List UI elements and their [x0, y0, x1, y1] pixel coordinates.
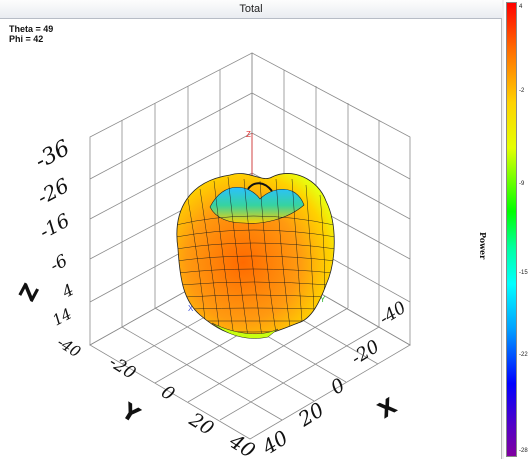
colorbar-tick: -22: [519, 352, 528, 358]
z-axis-title: Z: [15, 280, 45, 306]
plot-panel[interactable]: Total Theta = 49 Phi = 42: [0, 0, 502, 459]
colorbar-tick: -9: [519, 181, 525, 187]
y-axis-title: Y: [116, 398, 145, 429]
radiation-pattern-surface[interactable]: [176, 173, 336, 339]
colorbar-panel: 4 -2 -9 -15 -22 -28: [504, 0, 532, 459]
origin-x-label: X: [188, 304, 194, 313]
z-tick: 4: [58, 280, 77, 302]
origin-y-label: Y: [320, 295, 326, 304]
x-tick: 40: [257, 425, 292, 459]
z-tick: -26: [33, 173, 73, 209]
y-tick: 20: [185, 408, 218, 440]
plot-title: Total: [239, 3, 263, 15]
z-axis-ticks: -36 -26 -16 -6 4 14 Z: [15, 136, 77, 330]
colorbar-tick: -2: [519, 88, 525, 94]
y-tick: 0: [157, 381, 178, 405]
x-tick: -40: [376, 298, 410, 330]
z-tick: 14: [49, 305, 74, 330]
z-tick: -6: [47, 251, 71, 277]
colorbar-tick: -28: [519, 448, 528, 454]
theta-readout: Theta = 49: [9, 24, 54, 34]
origin-z-label: Z: [246, 130, 251, 139]
colorbar-title: Power: [478, 232, 488, 260]
y-tick: 40: [225, 428, 260, 459]
3d-radiation-plot[interactable]: Z X Y: [0, 19, 502, 459]
plot-title-bar: Total: [0, 0, 502, 19]
phi-readout: Phi = 42: [9, 34, 44, 44]
colorbar-tick: 4: [519, 4, 523, 10]
x-tick: 20: [293, 397, 328, 432]
y-axis-ticks: -40 -20 0 20 40 Y: [54, 333, 260, 459]
y-tick: -40: [54, 333, 84, 361]
z-tick: -36: [31, 136, 74, 175]
view-angles: Theta = 49 Phi = 42: [9, 24, 53, 44]
z-tick: -16: [36, 210, 73, 244]
x-axis-title: X: [374, 394, 402, 424]
colorbar-tick: -15: [519, 270, 528, 276]
x-tick: 0: [327, 374, 349, 399]
colorbar-scale: [506, 2, 517, 457]
